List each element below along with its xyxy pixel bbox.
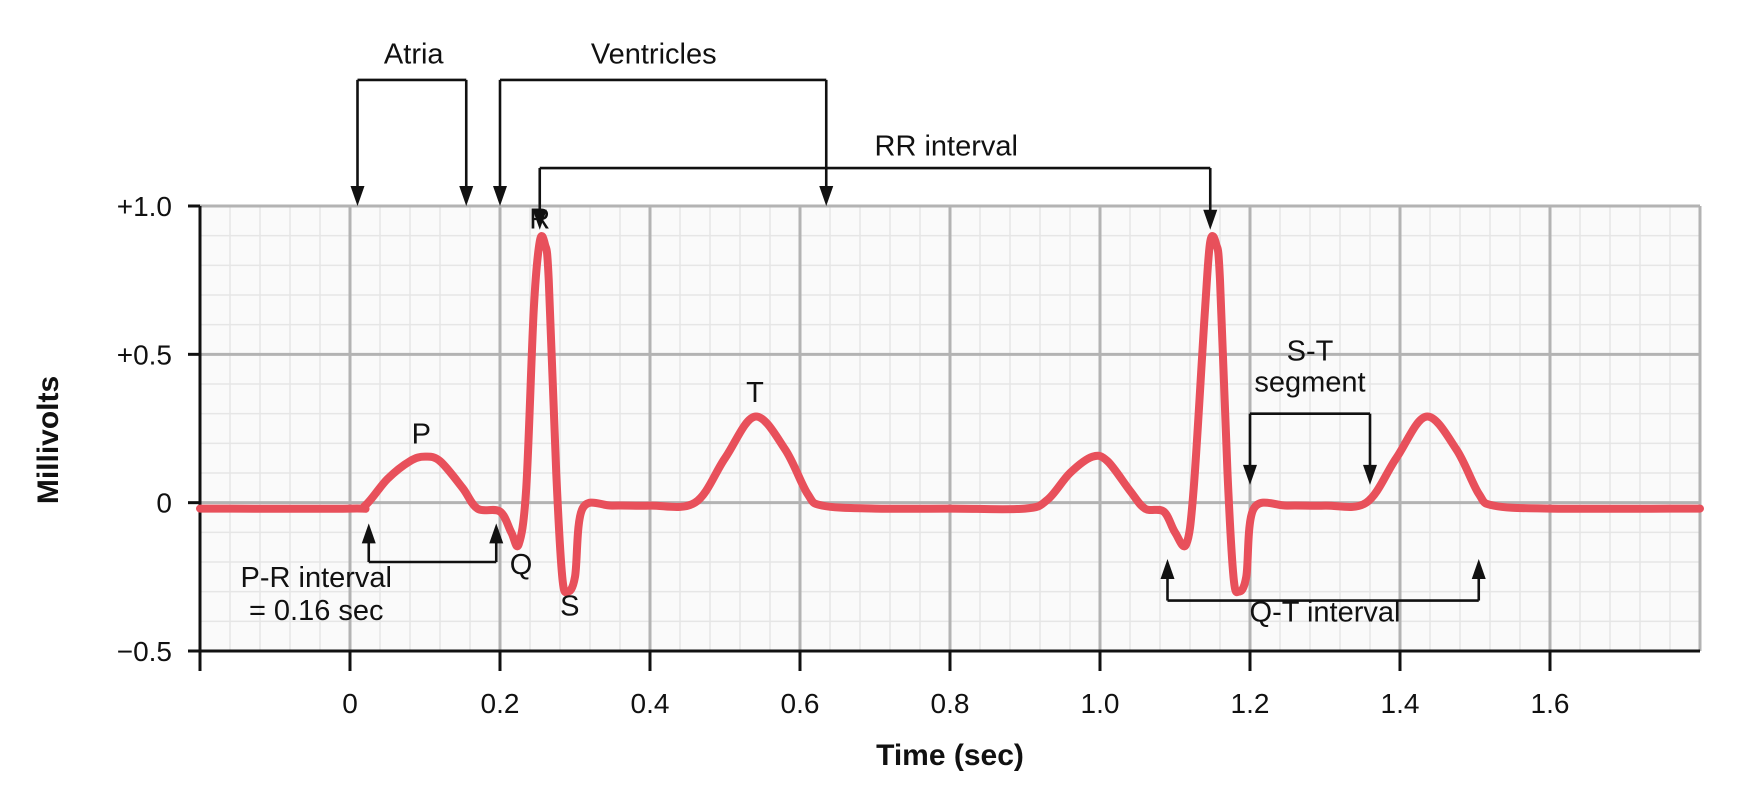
series [196, 232, 1704, 597]
wave-label-s: S [560, 590, 579, 622]
x-tick-label: 1.4 [1381, 688, 1420, 719]
y-tick-label: +1.0 [117, 191, 172, 222]
x-tick-label: 1.0 [1081, 688, 1120, 719]
pr-interval-left-arrowhead [361, 523, 376, 544]
wave-label-q: Q [510, 549, 533, 581]
st-segment-left-arrowhead [1243, 464, 1257, 485]
x-tick-label: 1.2 [1231, 688, 1270, 719]
x-tick-label: 0.8 [931, 688, 970, 719]
st-segment-label-line: segment [1254, 366, 1365, 398]
x-tick-label: 1.6 [1531, 688, 1570, 719]
atria-label: Atria [384, 39, 445, 71]
axes: 0 0.2 0.4 0.6 0.8 1.0 1.2 1.4 1.6 +1.0 +0.5 0 −0.5 [117, 191, 1700, 719]
qt-interval-label: Q-T interval [1250, 596, 1401, 628]
qt-interval-right-arrowhead [1471, 559, 1486, 580]
x-tick-label: 0.2 [481, 688, 520, 719]
rr-interval-left-arrowhead [532, 209, 547, 230]
pr-interval-right-arrowhead [489, 523, 504, 544]
ventricles-right-arrowhead [819, 186, 834, 206]
st-segment-right-arrowhead [1363, 464, 1377, 485]
x-tick-label: 0.6 [781, 688, 820, 719]
ecg-trace-line [196, 232, 1704, 597]
grid [198, 204, 1702, 653]
ventricles-left-arrowhead [493, 186, 507, 206]
x-tick-label: 0 [342, 688, 358, 719]
wave-label-r: R [529, 203, 550, 235]
y-tick-label: +0.5 [117, 339, 172, 370]
pr-interval-label-line: = 0.16 sec [249, 595, 384, 627]
y-tick-label: 0 [156, 488, 172, 519]
wave-labels: P R QS T [412, 203, 765, 622]
x-tick-label: 0.4 [631, 688, 670, 719]
wave-label-p: P [412, 418, 431, 450]
rr-interval-label: RR interval [875, 131, 1018, 163]
ventricles-label: Ventricles [591, 39, 717, 71]
annotations: Atria Ventricles RR interval P-R interval= … [241, 39, 1486, 628]
atria-right-arrowhead [459, 186, 474, 206]
st-segment-label-line: S-T [1287, 335, 1334, 367]
qt-interval-left-arrowhead [1160, 559, 1175, 580]
y-tick-label: −0.5 [117, 636, 172, 667]
x-axis-title: Time (sec) [876, 739, 1024, 772]
pr-interval-label-line: P-R interval [241, 562, 393, 594]
atria-left-arrowhead [350, 186, 365, 206]
rr-interval-right-arrowhead [1203, 209, 1218, 230]
y-axis-title: Millivolts [32, 376, 65, 504]
wave-label-t: T [746, 377, 764, 409]
